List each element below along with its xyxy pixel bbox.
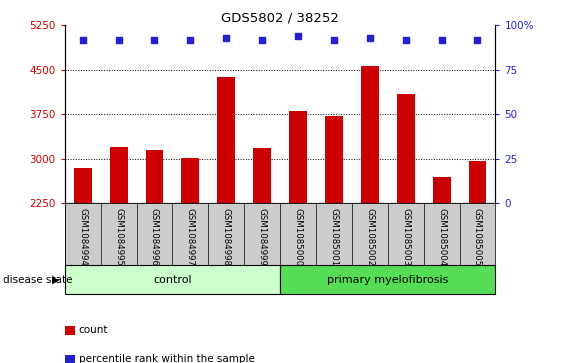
- Point: [222, 35, 231, 41]
- Point: [293, 33, 302, 39]
- Point: [401, 37, 410, 42]
- Title: GDS5802 / 38252: GDS5802 / 38252: [221, 11, 339, 24]
- Text: primary myelofibrosis: primary myelofibrosis: [327, 274, 449, 285]
- Point: [365, 35, 374, 41]
- Point: [258, 37, 267, 42]
- Point: [150, 37, 159, 42]
- Point: [186, 37, 195, 42]
- Point: [78, 37, 87, 42]
- Point: [329, 37, 338, 42]
- Text: count: count: [79, 325, 108, 335]
- Text: GSM1085002: GSM1085002: [365, 208, 374, 266]
- Text: percentile rank within the sample: percentile rank within the sample: [79, 354, 254, 363]
- Text: GSM1085001: GSM1085001: [329, 208, 338, 266]
- Text: GSM1084999: GSM1084999: [258, 208, 267, 266]
- Bar: [432, 177, 450, 203]
- Bar: [289, 111, 307, 203]
- Bar: [397, 94, 415, 203]
- Bar: [325, 116, 343, 203]
- Point: [437, 37, 446, 42]
- Bar: [217, 77, 235, 203]
- Bar: [361, 66, 379, 203]
- Text: GSM1085003: GSM1085003: [401, 208, 410, 266]
- Bar: [74, 168, 92, 203]
- Bar: [468, 161, 486, 203]
- Bar: [280, 265, 495, 294]
- Point: [473, 37, 482, 42]
- Bar: [181, 158, 199, 203]
- Text: GSM1084997: GSM1084997: [186, 208, 195, 266]
- Text: GSM1084996: GSM1084996: [150, 208, 159, 266]
- Bar: [253, 148, 271, 203]
- Text: GSM1085005: GSM1085005: [473, 208, 482, 266]
- Bar: [110, 147, 128, 203]
- Bar: [65, 265, 280, 294]
- Text: GSM1084995: GSM1084995: [114, 208, 123, 266]
- Text: GSM1085000: GSM1085000: [293, 208, 302, 266]
- Text: disease state: disease state: [3, 274, 72, 285]
- Point: [114, 37, 123, 42]
- Text: GSM1084998: GSM1084998: [222, 208, 231, 266]
- Text: GSM1084994: GSM1084994: [78, 208, 87, 266]
- Text: ▶: ▶: [52, 274, 60, 285]
- Bar: [145, 150, 163, 203]
- Text: GSM1085004: GSM1085004: [437, 208, 446, 266]
- Text: control: control: [153, 274, 192, 285]
